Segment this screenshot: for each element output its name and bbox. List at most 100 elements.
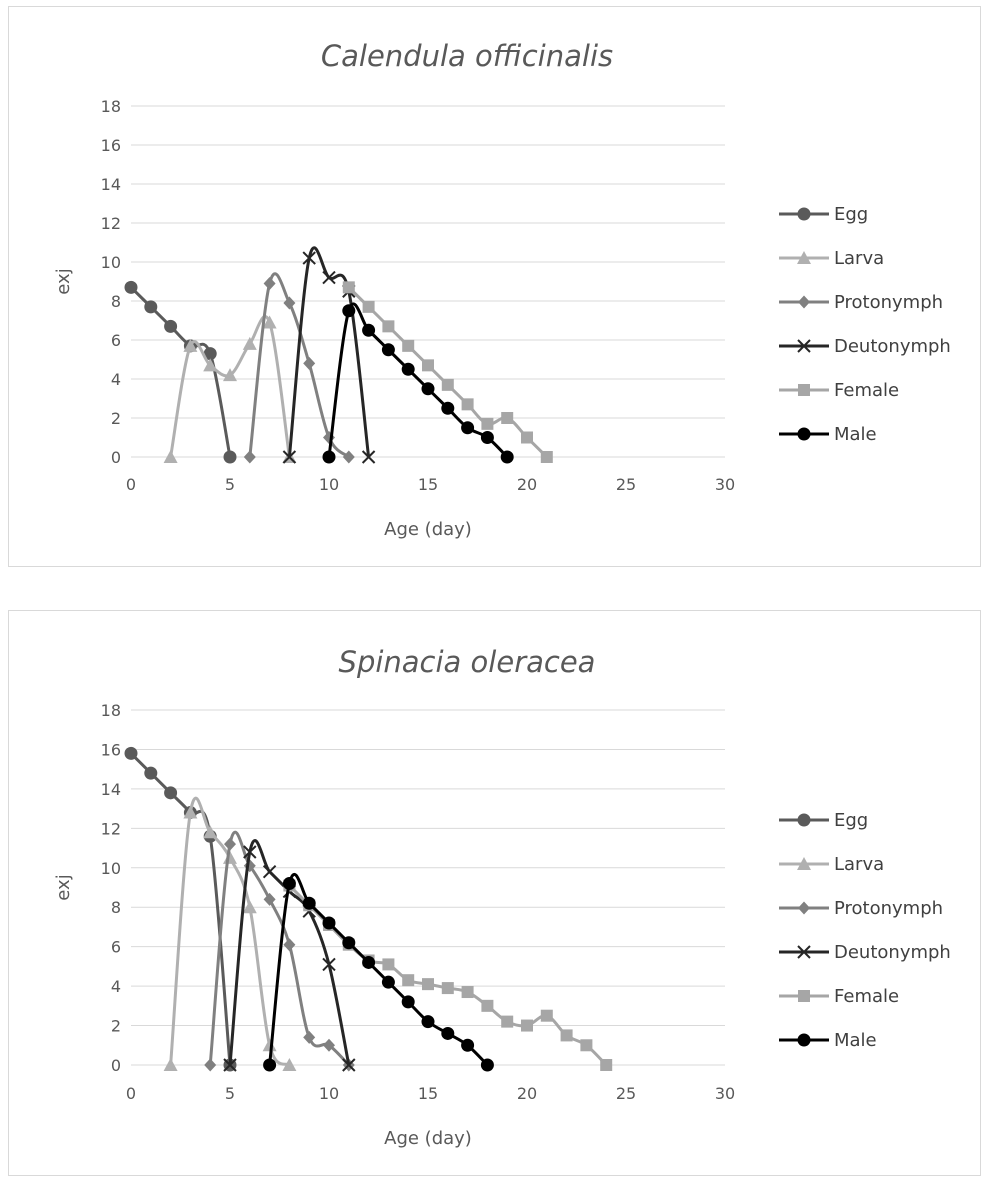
data-point-male (401, 995, 415, 1009)
legend-label: Egg (834, 810, 868, 831)
x-tick-label: 5 (225, 475, 235, 494)
data-point-egg (164, 319, 178, 333)
y-tick-label: 2 (111, 409, 121, 428)
y-tick-label: 4 (111, 977, 121, 996)
y-tick-label: 6 (111, 938, 121, 957)
data-point-protonymph (303, 356, 316, 370)
data-point-female (540, 451, 553, 463)
legend-marker (797, 427, 811, 441)
legend-label: Male (834, 424, 877, 445)
legend-label: Female (834, 380, 899, 401)
y-tick-label: 0 (111, 1056, 121, 1075)
legend-marker (797, 813, 811, 827)
data-point-female (441, 982, 454, 995)
legend-marker (797, 251, 811, 264)
data-point-protonymph (204, 1058, 217, 1072)
legend-marker (797, 207, 811, 221)
x-tick-label: 10 (319, 1084, 339, 1103)
legend-item-egg: Egg (779, 204, 868, 225)
x-axis-label: Age (day) (384, 519, 472, 540)
data-point-protonymph (283, 296, 296, 310)
data-point-male (342, 936, 356, 950)
data-point-female (521, 431, 533, 444)
legend-label: Protonymph (834, 292, 943, 313)
data-point-male (282, 877, 296, 891)
y-tick-label: 14 (101, 780, 121, 799)
y-axis-label: exj (53, 874, 74, 900)
chart-frame (8, 610, 981, 1176)
data-point-egg (144, 300, 158, 314)
data-point-deutonymph (342, 1058, 356, 1072)
legend-label: Female (834, 986, 899, 1007)
data-point-male (461, 1038, 475, 1052)
legend: Egg Larva Protonymph Deutonymph Female Male (779, 204, 951, 445)
data-point-male (480, 431, 494, 444)
data-point-protonymph (263, 276, 276, 290)
data-point-protonymph (342, 450, 355, 464)
data-point-male (381, 343, 395, 357)
legend-marker (798, 384, 810, 396)
data-point-male (441, 401, 455, 415)
legend-label: Egg (834, 204, 868, 225)
data-point-male (342, 304, 356, 318)
series-deutonymph (282, 246, 376, 464)
legend-label: Male (834, 1030, 877, 1051)
data-point-deutonymph (262, 865, 277, 879)
y-tick-label: 2 (111, 1017, 121, 1036)
data-point-female (481, 417, 494, 430)
data-point-male (302, 896, 316, 910)
legend-item-larva: Larva (779, 854, 884, 875)
data-point-deutonymph (361, 450, 376, 464)
legend-item-protonymph: Protonymph (779, 292, 943, 313)
data-point-female (560, 1029, 573, 1042)
x-tick-label: 30 (715, 475, 735, 494)
data-point-female (521, 1019, 533, 1032)
data-point-larva (223, 368, 237, 382)
y-tick-label: 0 (111, 448, 121, 467)
data-point-female (461, 986, 474, 999)
data-point-protonymph (243, 450, 256, 464)
data-point-male (500, 450, 514, 464)
data-point-female (600, 1059, 613, 1071)
y-tick-label: 12 (101, 214, 121, 233)
legend-marker (797, 1033, 811, 1047)
legend-label: Deutonymph (834, 336, 951, 357)
legend-marker (797, 857, 811, 870)
x-tick-label: 30 (715, 1084, 735, 1103)
legend: Egg Larva Protonymph Deutonymph Female Male (779, 810, 951, 1051)
legend-label: Larva (834, 854, 884, 875)
legend-marker (798, 295, 810, 309)
y-tick-label: 6 (111, 331, 121, 350)
series-protonymph (204, 830, 355, 1072)
legend-marker (798, 901, 810, 915)
data-point-egg (203, 347, 217, 361)
data-point-deutonymph (322, 957, 336, 972)
legend-item-female: Female (779, 986, 899, 1007)
data-point-male (421, 382, 435, 396)
y-tick-label: 18 (101, 97, 121, 116)
data-point-male (461, 421, 475, 435)
x-tick-label: 20 (517, 1084, 537, 1103)
data-point-egg (164, 786, 178, 800)
data-point-female (501, 412, 514, 424)
legend-marker (798, 990, 810, 1002)
legend-item-male: Male (779, 1030, 877, 1051)
data-point-female (540, 1009, 553, 1022)
data-point-larva (163, 1058, 178, 1071)
legend-marker (797, 945, 811, 959)
series-larva (163, 796, 297, 1071)
x-tick-label: 15 (418, 475, 438, 494)
y-axis-label: exj (53, 268, 74, 294)
series-female (342, 281, 553, 463)
data-point-deutonymph (223, 1058, 237, 1072)
x-tick-label: 25 (616, 475, 636, 494)
chart-2: Spinacia oleracea 0 2 4 6 8 10 12 14 16 18 0 5 10 15 20… (8, 610, 981, 1176)
data-point-female (382, 320, 395, 333)
data-point-protonymph (323, 1038, 335, 1052)
data-point-protonymph (303, 1030, 316, 1044)
chart-title: Calendula officinalis (321, 39, 613, 73)
x-tick-label: 25 (616, 1084, 636, 1103)
x-tick-label: 10 (319, 475, 339, 494)
data-point-female (402, 339, 415, 352)
data-point-egg (124, 746, 138, 760)
